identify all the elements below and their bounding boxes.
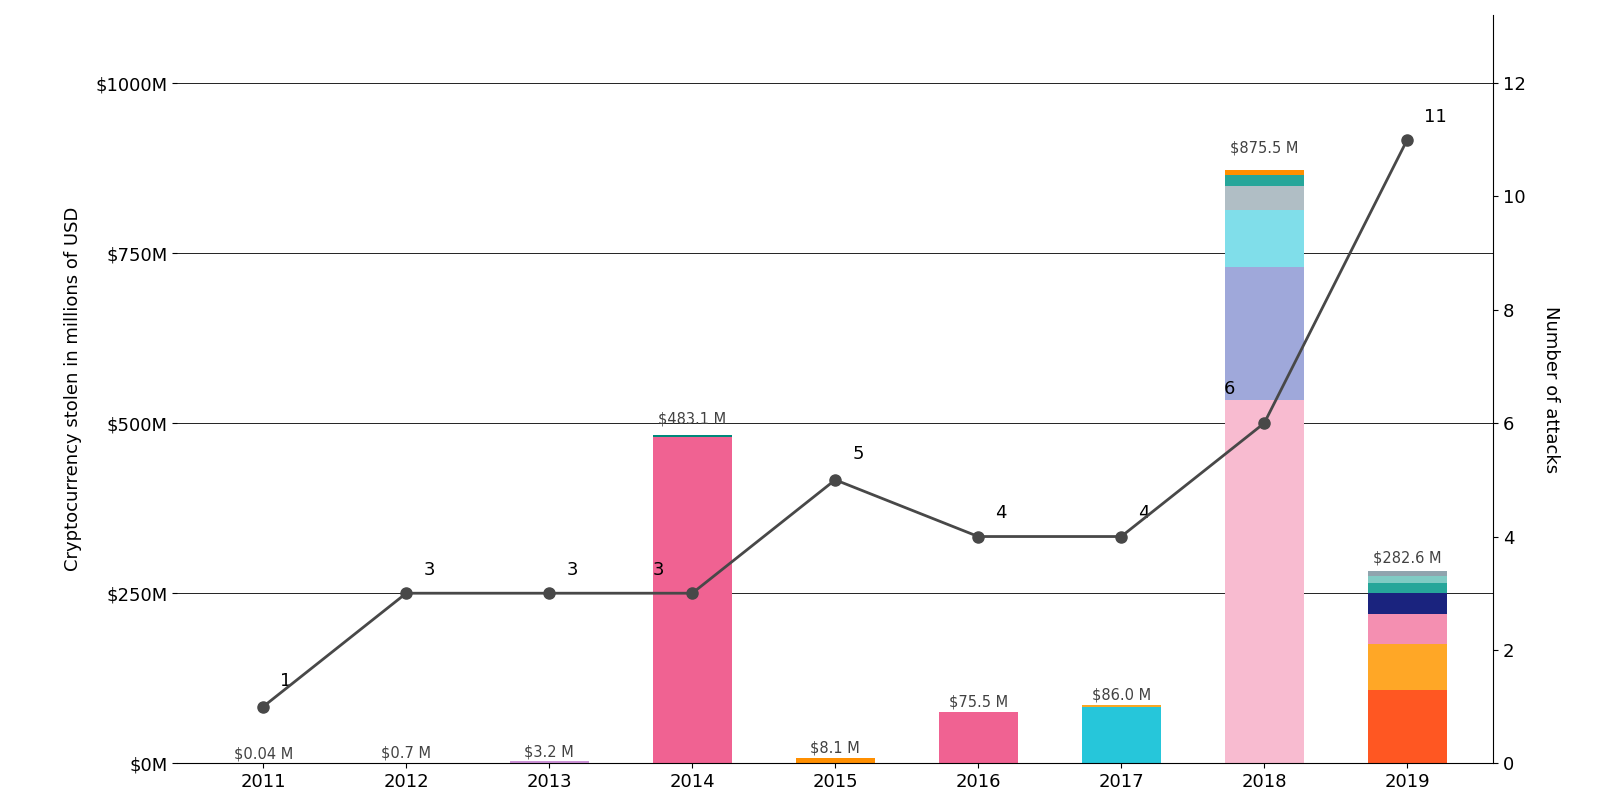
Text: 4: 4 [1138, 505, 1149, 522]
Bar [1224, 170, 1303, 175]
Bar [1224, 210, 1303, 268]
Bar [1367, 690, 1446, 763]
Bar [1367, 571, 1446, 575]
Text: $0.04 M: $0.04 M [234, 746, 292, 761]
Text: $483.1 M: $483.1 M [657, 412, 725, 426]
Bar [1224, 400, 1303, 763]
Bar [1224, 175, 1303, 185]
Text: 1: 1 [281, 671, 292, 690]
Text: $3.2 M: $3.2 M [524, 744, 575, 759]
Bar [1224, 268, 1303, 400]
Text: $875.5 M: $875.5 M [1229, 140, 1298, 156]
Bar [510, 761, 588, 763]
Bar [1081, 707, 1160, 763]
Text: 5: 5 [852, 445, 863, 463]
Text: $0.7 M: $0.7 M [381, 746, 432, 761]
Text: 4: 4 [995, 505, 1006, 522]
Text: 3: 3 [652, 561, 664, 579]
Text: 11: 11 [1423, 107, 1446, 126]
Bar [1367, 643, 1446, 690]
Y-axis label: Number of attacks: Number of attacks [1542, 305, 1560, 472]
Bar [1224, 185, 1303, 210]
Text: $86.0 M: $86.0 M [1091, 688, 1151, 703]
Bar [1367, 575, 1446, 583]
Bar [1367, 593, 1446, 613]
Text: $75.5 M: $75.5 M [948, 695, 1008, 710]
Text: 6: 6 [1224, 380, 1235, 397]
Bar [938, 712, 1018, 763]
Bar [1367, 583, 1446, 593]
Text: $8.1 M: $8.1 M [810, 741, 860, 756]
Bar [652, 437, 730, 763]
Text: 3: 3 [424, 561, 435, 579]
Text: 3: 3 [566, 561, 578, 579]
Bar [1081, 705, 1160, 707]
Y-axis label: Cryptocurrency stolen in millions of USD: Cryptocurrency stolen in millions of USD [63, 207, 81, 571]
Bar [795, 758, 875, 763]
Text: $282.6 M: $282.6 M [1371, 550, 1441, 566]
Bar [652, 434, 730, 437]
Bar [1367, 613, 1446, 643]
